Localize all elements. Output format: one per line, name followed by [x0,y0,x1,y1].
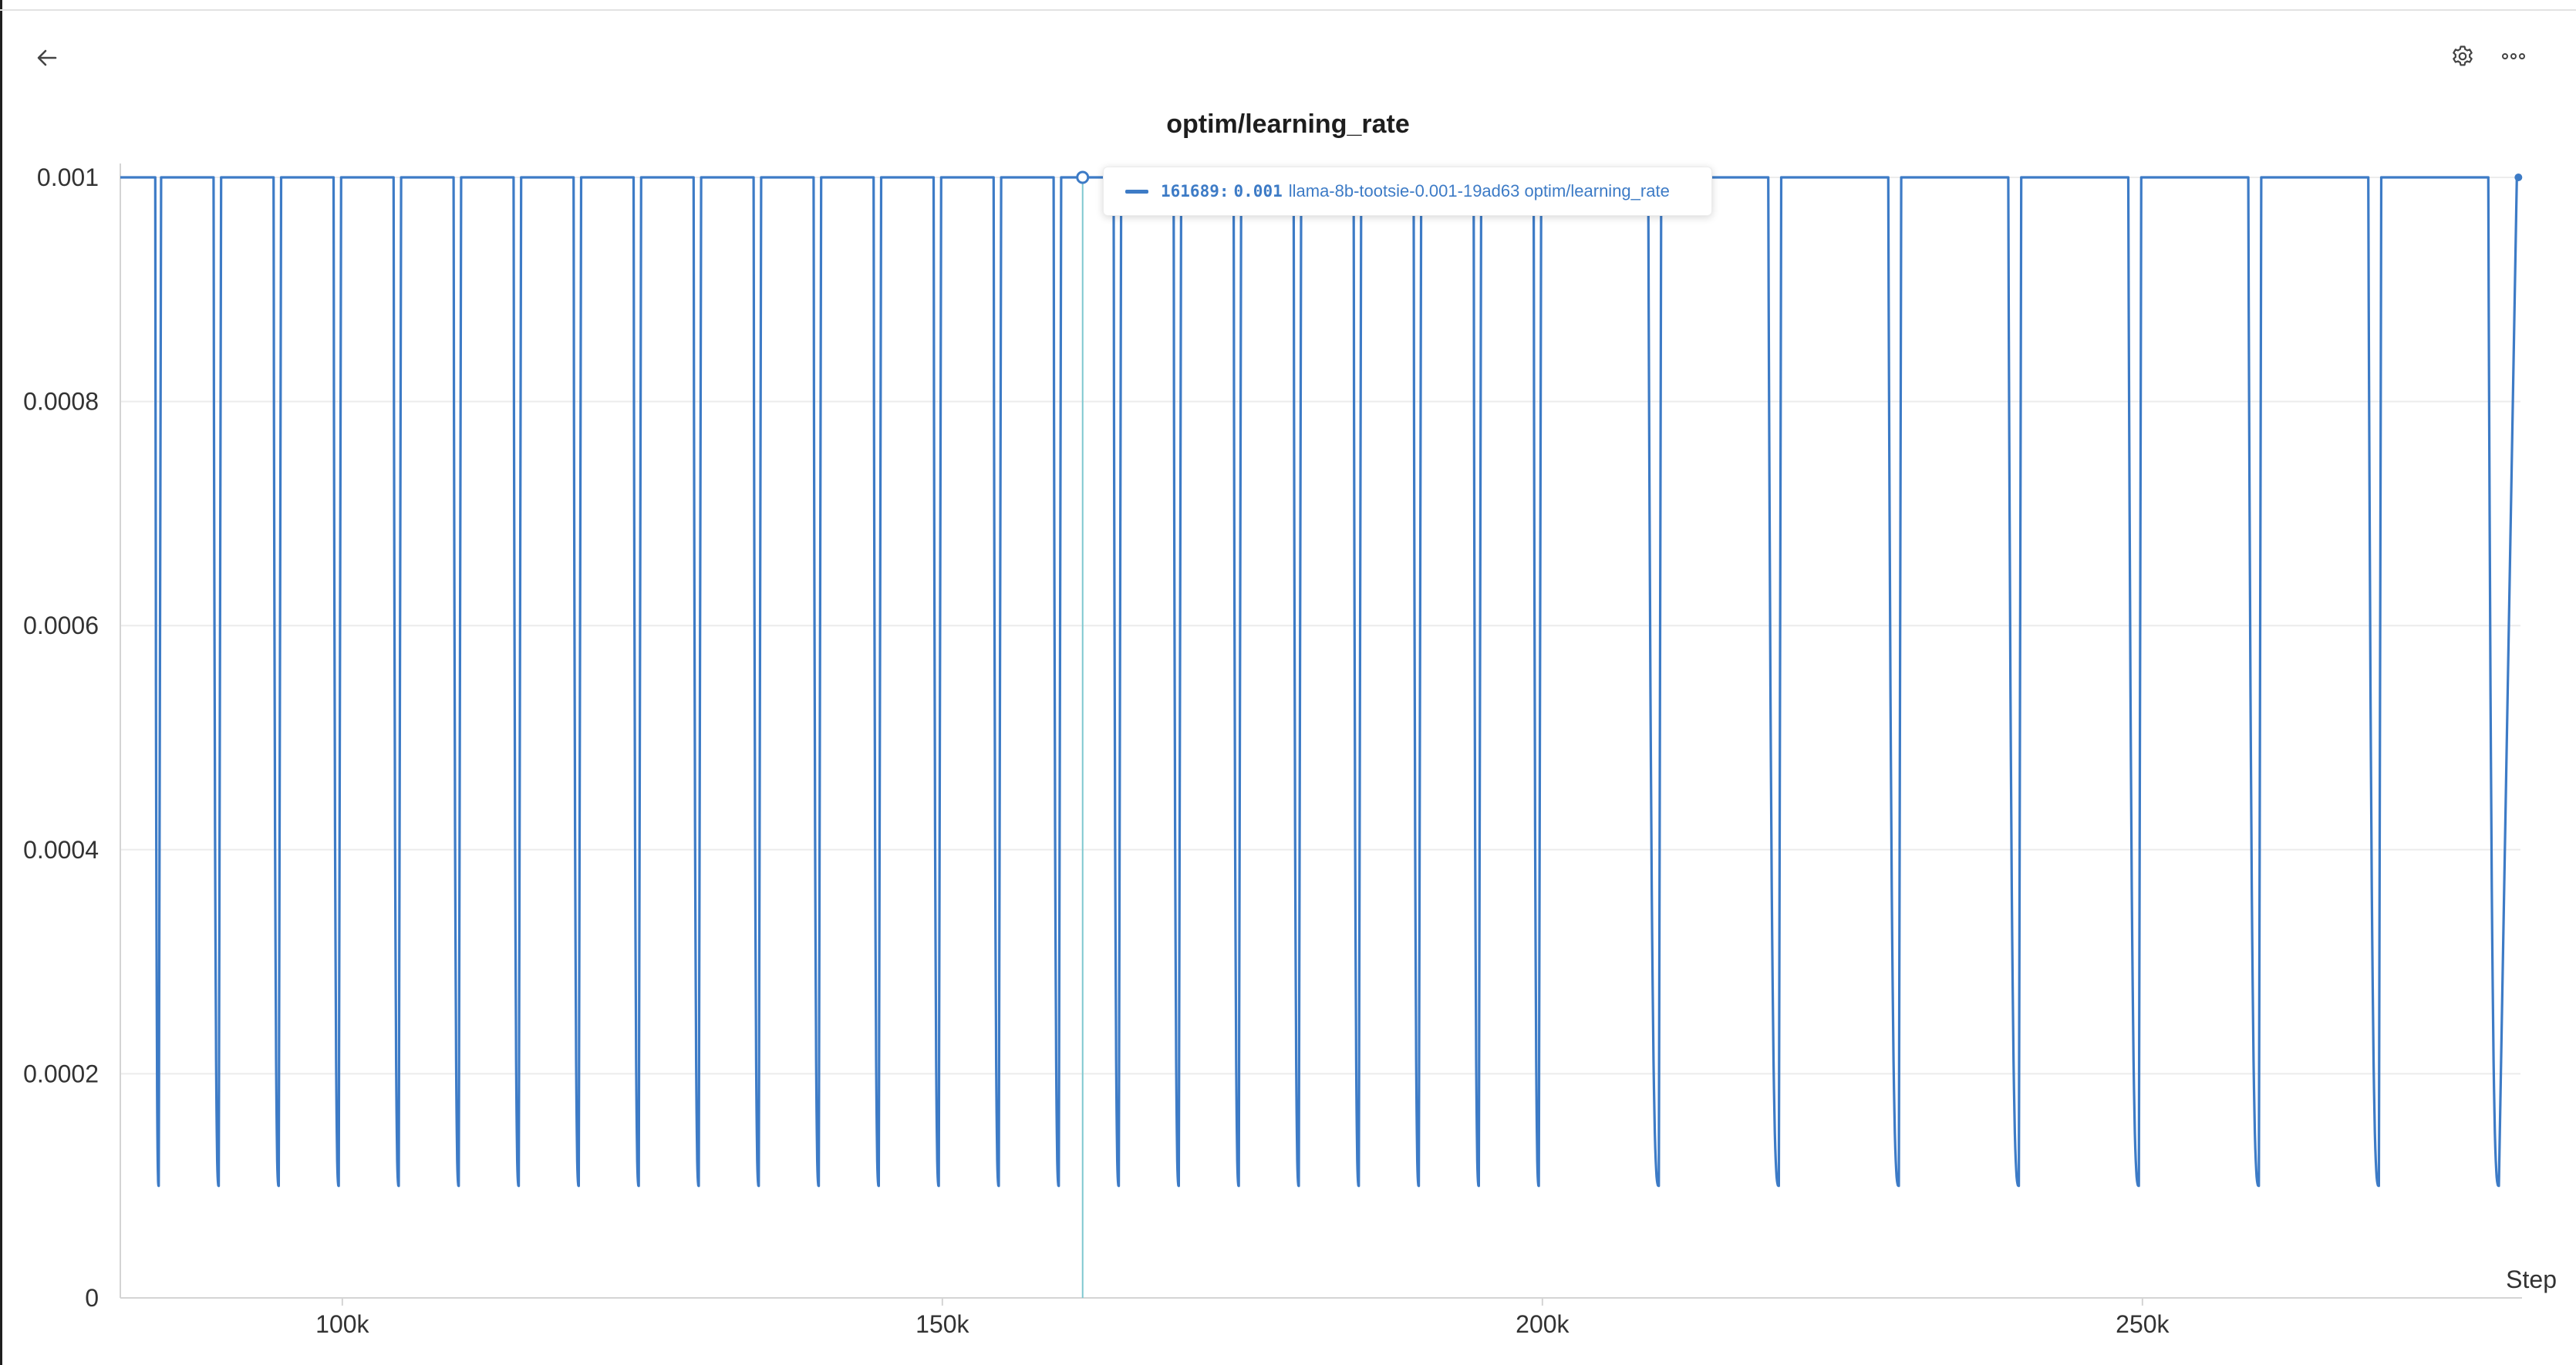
x-tick-label-3: 250k [2116,1310,2170,1338]
x-axis-title: Step [2506,1266,2557,1293]
y-tick-label-2: 0.0004 [23,836,99,864]
x-tick-label-0: 100k [315,1310,369,1338]
series-lines [120,174,2523,1188]
series-line-0 [120,176,2518,1188]
y-tick-label-0: 0 [85,1284,99,1312]
y-tick-label-4: 0.0008 [23,388,99,416]
y-tick-label-3: 0.0006 [23,612,99,639]
y-tick-label-5: 0.001 [37,163,99,191]
tooltip-step: 161689 [1161,182,1219,201]
x-tick-label-1: 150k [915,1310,969,1338]
more-horizontal-icon [2502,53,2525,59]
grid-lines [120,177,2520,1075]
settings-button[interactable] [2445,39,2480,74]
hover-tooltip: 161689 : 0.001 llama-8b-tootsie-0.001-19… [1103,167,1712,216]
tooltip-series-label: llama-8b-tootsie-0.001-19ad63 optim/lear… [1288,181,1670,201]
tooltip-separator: : [1219,182,1229,201]
arrow-left-icon [37,49,57,66]
y-axis-ticks: 0 0.0002 0.0004 0.0006 0.0008 0.001 [23,163,99,1312]
x-tick-label-2: 200k [1516,1310,1570,1338]
axes [120,163,2522,1299]
chart-title: optim/learning_rate [1166,110,1410,139]
x-axis-ticks: 100k 150k 200k 250k [315,1298,2170,1338]
series-end-point-0 [2514,174,2523,181]
hover-indicator [1076,170,1090,1298]
tooltip-value: 0.001 [1233,182,1283,201]
top-divider [0,9,2576,11]
window-left-border [0,0,2,1365]
hover-point [1076,170,1090,184]
more-options-button[interactable] [2494,39,2533,74]
y-tick-label-1: 0.0002 [23,1060,99,1087]
gear-icon [2453,46,2473,66]
back-button[interactable] [29,40,65,76]
series-swatch [1125,189,1148,194]
